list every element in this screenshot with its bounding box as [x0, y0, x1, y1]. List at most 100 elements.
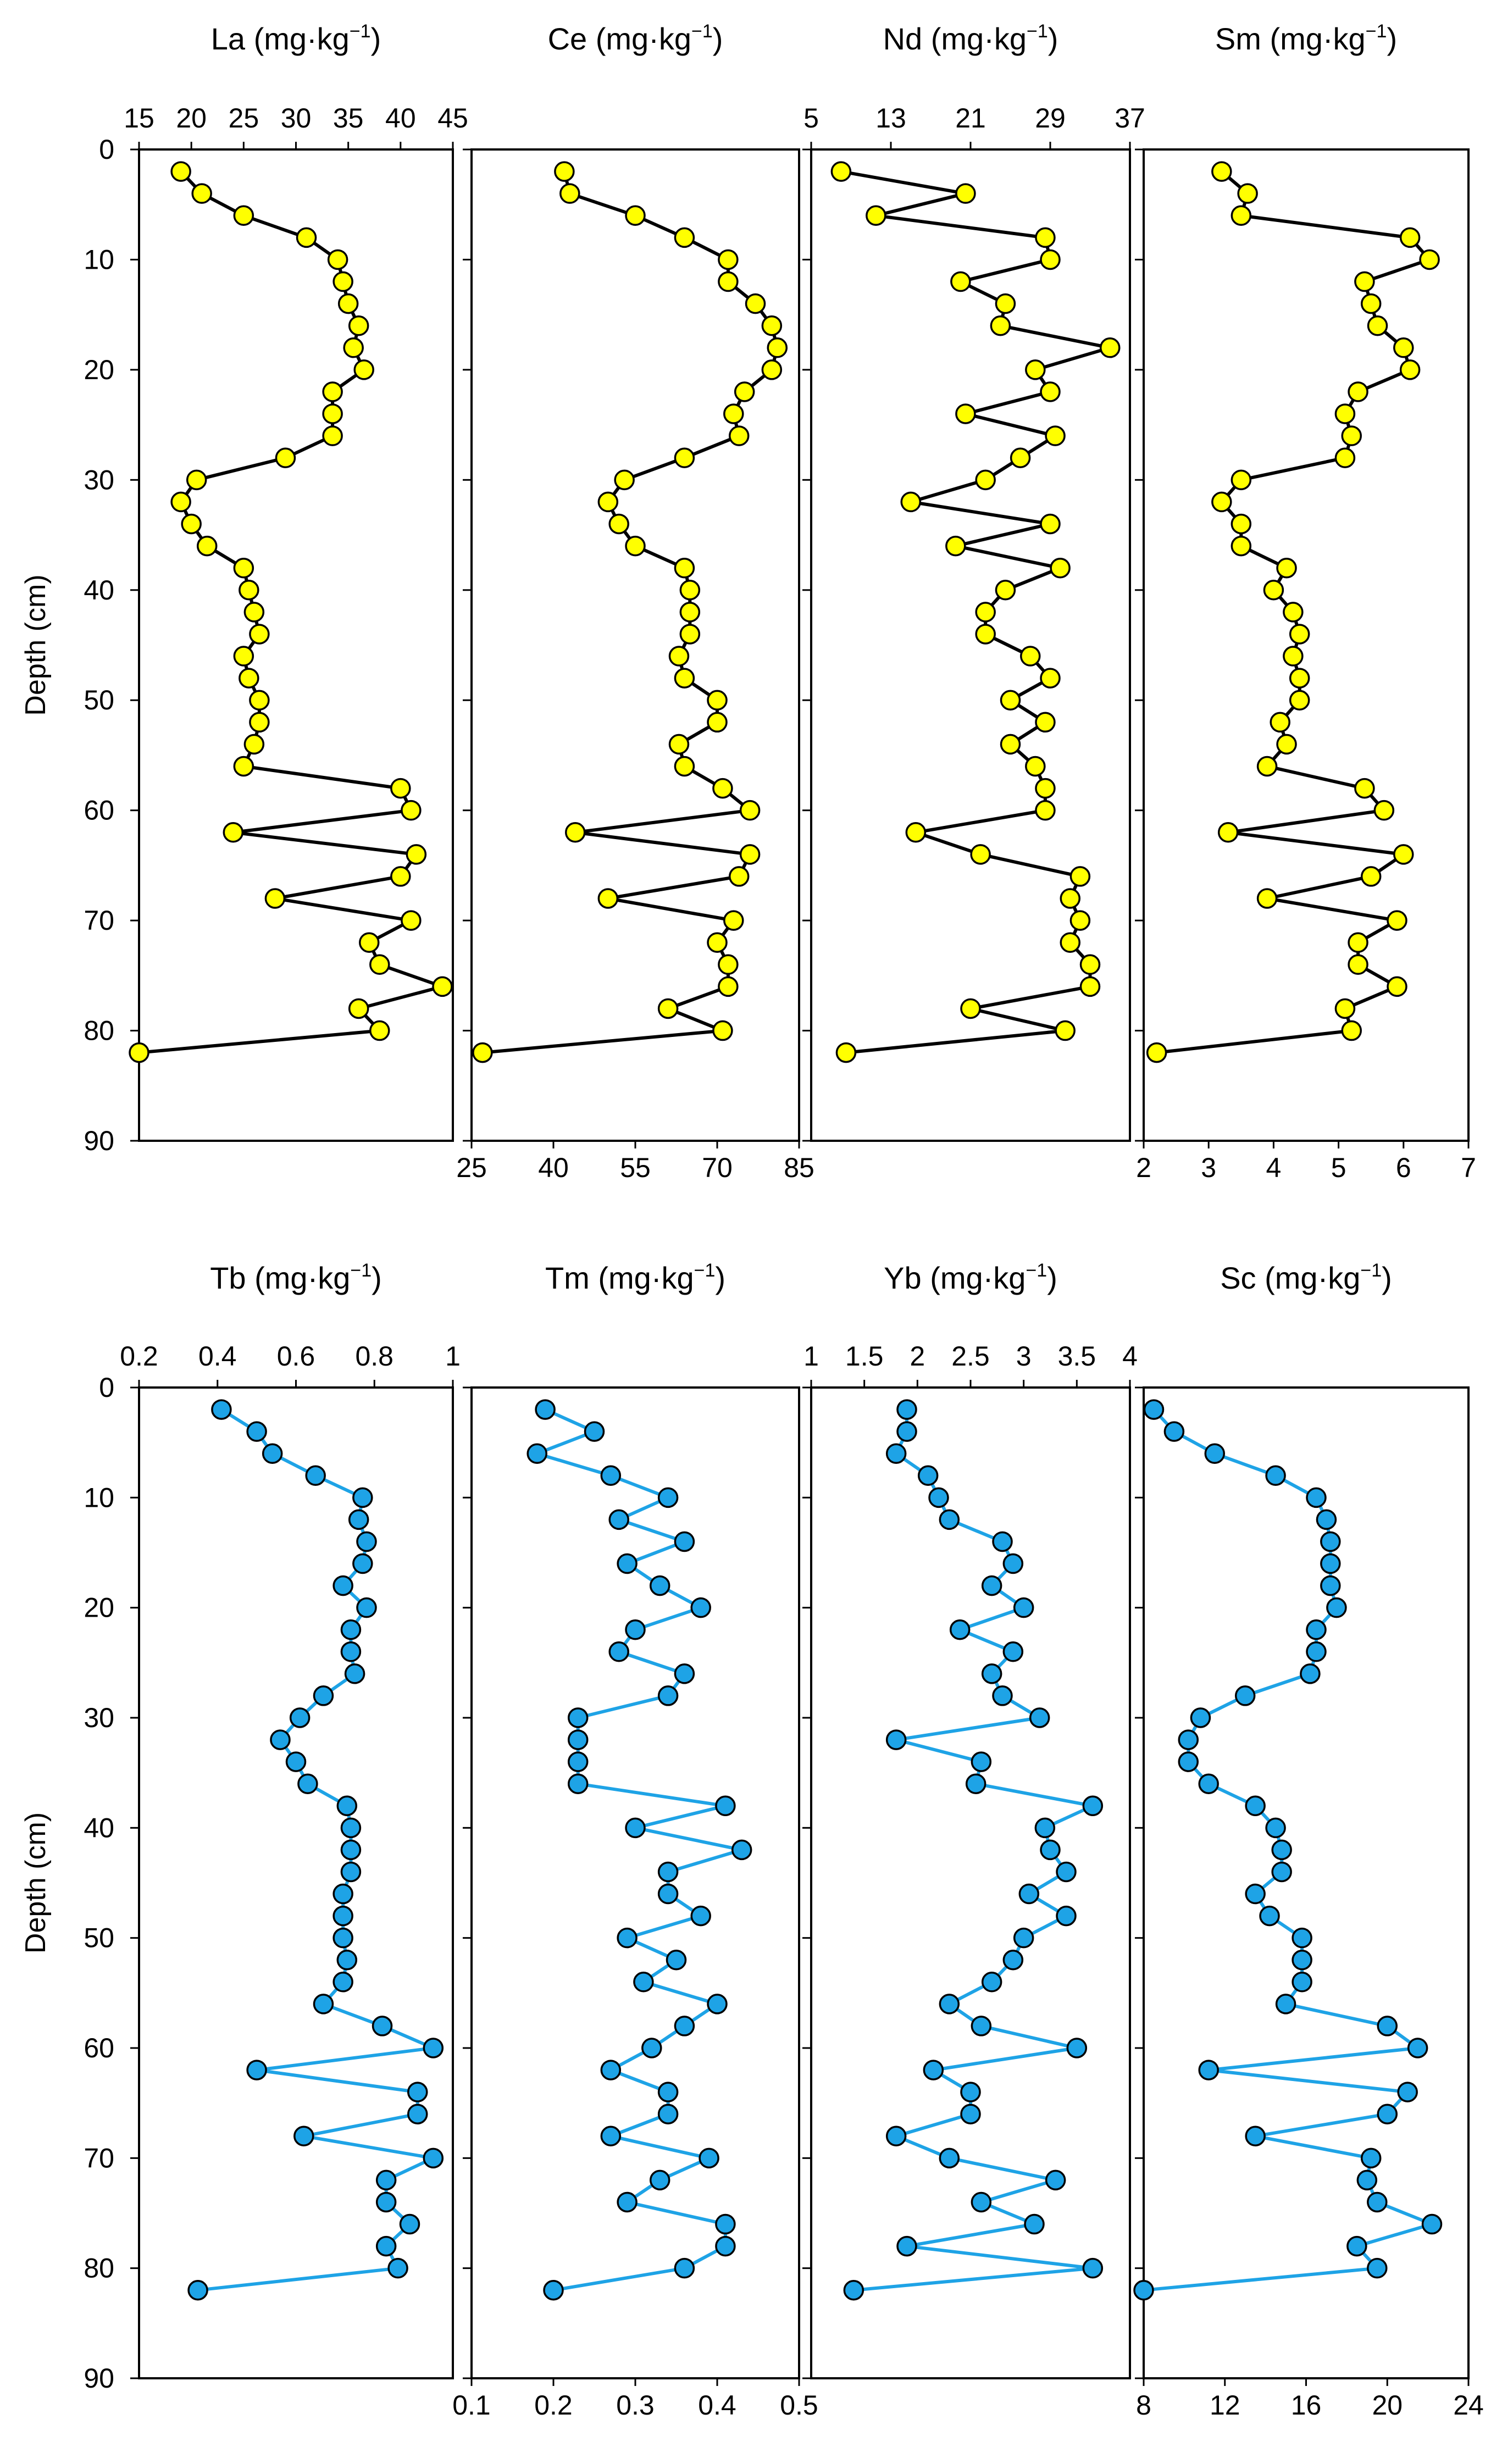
- la-data-point: [249, 624, 270, 645]
- sm-data-point: [1231, 205, 1252, 226]
- sm-x-tick-label: 2: [1136, 1152, 1151, 1183]
- panel-nd: 5 13 21 29 37 Nd (mg·kg−1): [802, 21, 1145, 1142]
- ce-data-point: [728, 866, 750, 887]
- tm-data-point: [657, 1487, 679, 1508]
- depth-tick-label: 10: [84, 244, 114, 275]
- sc-data-point: [1421, 2213, 1443, 2235]
- tm-data-point: [657, 1861, 679, 1883]
- sc-data-point: [1190, 1707, 1211, 1728]
- la-data-point: [406, 844, 427, 865]
- tm-data-point: [641, 2038, 662, 2058]
- tb-data-point: [332, 1905, 353, 1927]
- tb-data-point: [332, 1927, 353, 1949]
- yb-data-point: [1082, 1795, 1104, 1817]
- sc-data-point: [1198, 1773, 1219, 1794]
- tm-x-tick-label: 0.3: [616, 2390, 655, 2421]
- ce-data-point: [679, 602, 701, 623]
- tb-x-tick-label: 0.2: [120, 1341, 158, 1372]
- nd-data-point: [1040, 381, 1061, 402]
- tb-data-point: [375, 2235, 397, 2257]
- tb-data-point: [285, 1751, 307, 1772]
- ce-data-point: [761, 315, 783, 336]
- tm-data-point: [674, 1531, 695, 1552]
- sc-data-point: [1367, 2191, 1388, 2213]
- depth-tick-label: 70: [84, 2143, 114, 2173]
- ce-data-point: [597, 491, 619, 513]
- tb-title-unit: (mg·kg: [246, 1261, 351, 1295]
- tb-data-point: [356, 1597, 377, 1618]
- ce-data-point: [679, 580, 701, 601]
- tb-data-point: [344, 1663, 365, 1684]
- sc-data-point: [1271, 1861, 1292, 1883]
- tb-x-tick-label: 0.8: [355, 1341, 393, 1372]
- yb-data-point: [971, 2191, 992, 2213]
- yb-data-point: [1002, 1949, 1024, 1971]
- nd-title-unit: (mg·kg: [922, 21, 1027, 56]
- la-title-element: La: [211, 21, 246, 56]
- nd-data-point: [950, 271, 971, 292]
- ce-data-point: [718, 249, 739, 270]
- la-data-point: [129, 1042, 149, 1063]
- tm-data-point: [608, 1509, 629, 1530]
- depth-tick-label: 0: [99, 134, 114, 165]
- tb-data-point: [336, 1795, 358, 1817]
- sc-data-point: [1198, 2060, 1219, 2080]
- nd-data-point: [1035, 712, 1056, 733]
- sm-data-point: [1373, 800, 1395, 821]
- ce-title-unit-exponent: −1: [691, 21, 713, 42]
- sc-panel-title: Sc (mg·kg−1): [1220, 1260, 1392, 1295]
- sm-data-point: [1348, 381, 1368, 402]
- depth-tick-label: 90: [84, 2363, 114, 2394]
- nd-data-point: [866, 205, 886, 226]
- ce-data-point: [674, 557, 695, 579]
- ce-data-point: [668, 646, 690, 667]
- la-data-point: [249, 712, 270, 733]
- sc-data-point: [1275, 1994, 1296, 2015]
- sm-data-point: [1231, 469, 1252, 491]
- yb-data-point: [992, 1531, 1013, 1552]
- tm-x-tick-label: 0.5: [780, 2390, 818, 2421]
- yb-data-point: [939, 1994, 960, 2015]
- depth-tick-label: 80: [84, 1015, 114, 1046]
- sm-data-point: [1276, 734, 1297, 755]
- depth-axis-label: Depth (cm): [20, 1812, 52, 1954]
- ce-title-unit-close: ): [713, 21, 723, 56]
- tb-data-point: [340, 1839, 362, 1861]
- nd-data-point: [975, 624, 996, 645]
- nd-data-point: [945, 535, 966, 557]
- tb-title-element: Tb: [210, 1261, 246, 1295]
- sc-data-point: [1346, 2235, 1367, 2257]
- yb-data-point: [1056, 1861, 1077, 1883]
- la-x-tick-label: 20: [176, 103, 207, 134]
- yb-data-point: [992, 1685, 1013, 1706]
- sm-x-tick-label: 4: [1266, 1152, 1281, 1183]
- tb-data-point: [340, 1619, 362, 1640]
- yb-data-point: [917, 1465, 939, 1486]
- depth-tick-label: 50: [84, 1923, 114, 1954]
- depth-tick-label: 80: [84, 2253, 114, 2284]
- tm-title-element: Tm: [545, 1261, 590, 1295]
- sm-data-point: [1360, 866, 1382, 887]
- tb-data-point: [387, 2257, 408, 2279]
- panel-ce: 25 40 55 70 85 Ce (mg·kg−1): [456, 21, 814, 1183]
- sm-data-point: [1399, 359, 1421, 380]
- ce-data-point: [674, 227, 695, 248]
- sm-data-point: [1367, 315, 1388, 336]
- ce-data-point: [707, 712, 728, 733]
- sc-data-point: [1271, 1839, 1292, 1861]
- tm-data-point: [625, 1817, 646, 1839]
- depth-tick-label: 40: [84, 575, 114, 606]
- tb-data-point: [356, 1531, 377, 1552]
- sc-data-point: [1292, 1949, 1312, 1971]
- sc-data-point: [1306, 1619, 1327, 1640]
- depth-tick-label: 0: [99, 1372, 114, 1403]
- la-data-point: [239, 668, 259, 689]
- sm-data-point: [1231, 535, 1252, 557]
- tb-data-point: [348, 1509, 369, 1530]
- nd-data-point: [1040, 513, 1061, 535]
- tb-data-point: [293, 2126, 314, 2147]
- yb-data-point: [960, 2082, 981, 2102]
- nd-data-point: [1060, 932, 1080, 953]
- la-series-line: [138, 170, 444, 1055]
